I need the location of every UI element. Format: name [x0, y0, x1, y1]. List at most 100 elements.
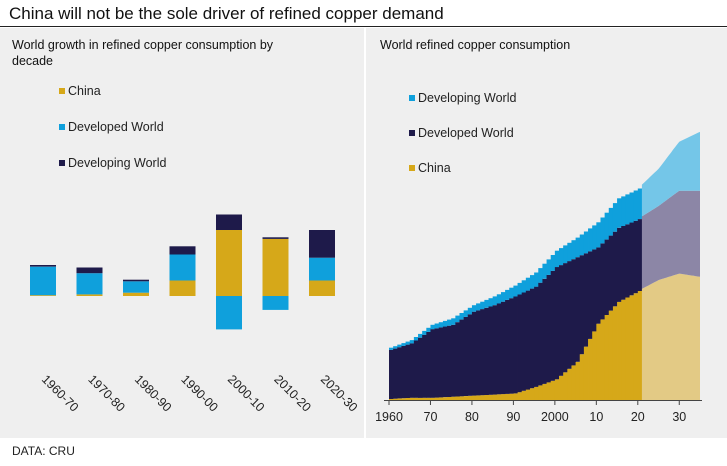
area-developed-world-2008: [588, 251, 593, 339]
area-china-1993: [525, 389, 531, 400]
bar-legend-swatch-developed-world: [59, 124, 65, 130]
area-developed-world-1988: [505, 299, 510, 394]
bar-developing-world-1980-90: [123, 279, 149, 282]
area-developed-world-1998: [546, 274, 552, 383]
area-developed-world-1991: [517, 294, 523, 393]
area-developing-world-1995: [534, 272, 539, 287]
area-china-1987: [500, 394, 506, 400]
area-developed-world-2014: [612, 231, 618, 307]
area-developing-world-1970: [430, 324, 436, 330]
bar-x-tick-label: 1980-90: [132, 372, 174, 414]
area-developing-world-2012: [604, 212, 610, 240]
area-developing-world-1999: [550, 255, 556, 271]
area-developing-world-1997: [542, 263, 547, 279]
area-china-2018: [629, 295, 635, 400]
area-developed-world-1964: [405, 344, 411, 398]
area-developing-world-1977: [459, 313, 465, 320]
area-china-1963: [401, 398, 406, 400]
area-developed-world-1996: [538, 282, 543, 386]
area-forecast-developed-world: [641, 190, 700, 289]
bar-x-tick-label: 1960-70: [39, 372, 81, 414]
area-developed-world-1966: [413, 340, 419, 398]
area-developing-world-1979: [467, 307, 473, 315]
area-developed-world-2004: [571, 259, 576, 366]
bar-developed-world-1980-90: [123, 281, 149, 293]
area-developed-world-1980: [471, 311, 477, 396]
bar-x-tick-label: 2010-20: [271, 372, 313, 414]
area-legend-swatch-developed-world: [409, 130, 415, 136]
area-legend-label-developed-world: Developed World: [418, 126, 514, 140]
area-china-1996: [538, 385, 543, 400]
area-developed-world-1995: [534, 286, 539, 387]
area-developed-world-2002: [563, 263, 568, 373]
area-developing-world-1980: [471, 305, 477, 312]
area-developing-world-1975: [451, 318, 456, 325]
right-chart-title: World refined copper consumption: [380, 38, 571, 52]
area-developed-world-1972: [438, 327, 444, 398]
area-china-2000: [554, 379, 560, 400]
bar-china-1970-80: [76, 294, 103, 296]
area-china-1991: [517, 392, 523, 400]
left-chart-title: World growth in refined copper consumpti…: [12, 38, 274, 68]
bar-developing-world-1990-00: [169, 246, 196, 255]
area-china-1961: [393, 398, 398, 400]
area-developed-world-2007: [583, 253, 589, 347]
area-china-1983: [484, 395, 489, 400]
bar-chart: 1960-70 1970-80 1980-90 1990-00 2000-10 2010-…: [30, 84, 360, 415]
bar-developing-world-2010-20: [262, 237, 289, 239]
area-china-2009: [592, 331, 597, 400]
area-developing-world-2001: [559, 248, 564, 266]
area-developed-world-1977: [459, 319, 465, 397]
area-developing-world-1972: [438, 322, 444, 328]
area-china-1992: [521, 390, 527, 400]
bar-developing-world-2020-30: [309, 230, 335, 258]
area-china-2011: [600, 319, 606, 400]
area-developing-world-1961: [393, 346, 398, 349]
area-developed-world-2000: [554, 267, 560, 380]
area-chart: 1960 70 80 90 2000 10 20 30 Developing World Deve…: [375, 91, 702, 424]
area-developing-world-1998: [546, 259, 552, 275]
area-china-2016: [621, 299, 626, 400]
area-developing-world-1969: [426, 327, 431, 332]
bar-developed-world-2010-20: [262, 296, 289, 310]
area-x-tick-label: 10: [589, 410, 603, 424]
area-china-2017: [625, 297, 630, 400]
area-developed-world-2010: [596, 247, 601, 324]
area-legend-label-developing-world: Developing World: [418, 91, 516, 105]
area-china-1974: [447, 396, 452, 400]
area-china-1960: [389, 398, 394, 400]
bar-x-tick-label: 1970-80: [85, 372, 127, 414]
area-developing-world-2015: [617, 198, 622, 228]
area-developing-world-1963: [401, 343, 406, 346]
area-developing-world-2005: [575, 237, 581, 258]
bar-china-1990-00: [169, 280, 196, 296]
area-china-1985: [492, 394, 498, 401]
area-developing-world-2004: [571, 240, 576, 260]
area-developed-world-1962: [397, 347, 402, 399]
area-china-1979: [467, 395, 473, 400]
area-developing-world-2009: [592, 225, 597, 250]
area-china-2013: [608, 310, 614, 400]
area-developing-world-1986: [496, 294, 502, 304]
area-developing-world-2013: [608, 207, 614, 236]
area-china-1999: [550, 380, 556, 400]
area-developed-world-2016: [621, 226, 626, 300]
area-developed-world-2018: [629, 222, 635, 296]
area-developed-world-2009: [592, 249, 597, 332]
area-china-1964: [405, 398, 411, 400]
area-china-2020: [637, 291, 643, 400]
area-china-1971: [434, 397, 440, 400]
area-developed-world-1976: [455, 322, 460, 397]
area-developing-world-1967: [418, 333, 423, 338]
area-developing-world-1964: [405, 341, 411, 345]
area-x-tick-label: 2000: [541, 410, 569, 424]
area-developed-world-1981: [476, 310, 481, 396]
area-developing-world-2000: [554, 250, 560, 268]
area-developing-world-1971: [434, 323, 440, 329]
bar-legend-label-developed-world: Developed World: [68, 120, 164, 134]
area-developing-world-2003: [567, 242, 572, 262]
area-developed-world-2003: [567, 261, 572, 369]
area-developed-world-2001: [559, 265, 564, 376]
area-developed-world-1979: [467, 314, 473, 396]
area-developed-world-1967: [418, 337, 423, 398]
